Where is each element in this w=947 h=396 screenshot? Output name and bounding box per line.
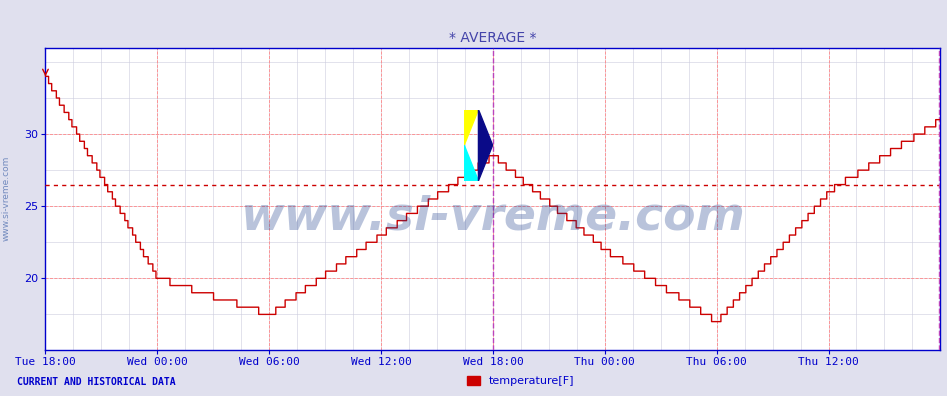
Title: * AVERAGE *: * AVERAGE * bbox=[449, 31, 537, 45]
Polygon shape bbox=[464, 145, 478, 181]
Legend: temperature[F]: temperature[F] bbox=[462, 371, 580, 390]
Polygon shape bbox=[464, 110, 478, 145]
Text: www.si-vreme.com: www.si-vreme.com bbox=[1, 155, 10, 241]
Text: CURRENT AND HISTORICAL DATA: CURRENT AND HISTORICAL DATA bbox=[17, 377, 176, 387]
Polygon shape bbox=[478, 110, 492, 181]
Text: www.si-vreme.com: www.si-vreme.com bbox=[241, 195, 745, 240]
